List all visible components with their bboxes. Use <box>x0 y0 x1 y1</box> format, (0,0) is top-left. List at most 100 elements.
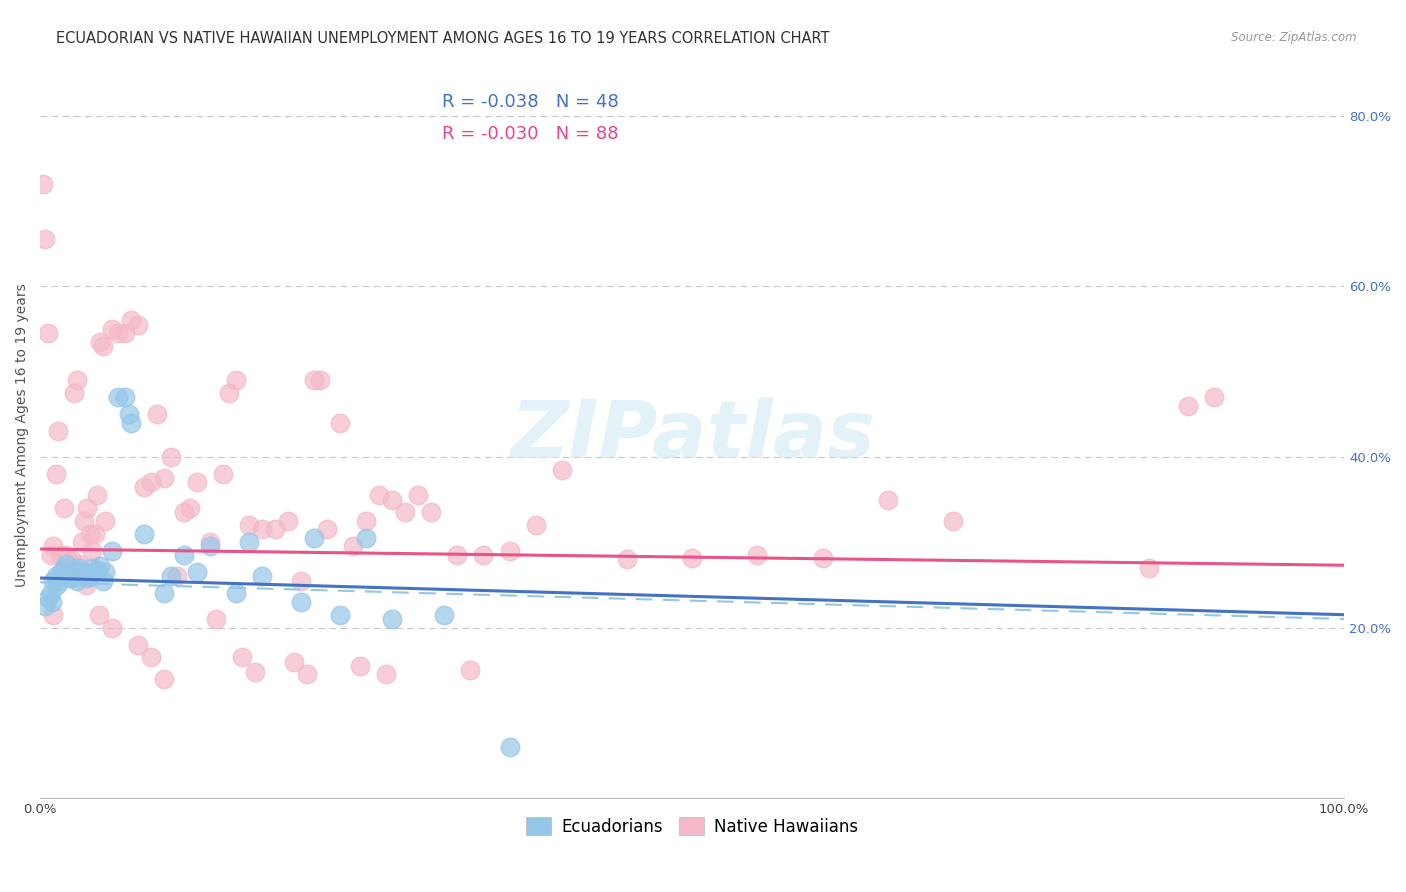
Point <box>65 562 87 576</box>
Point <box>250 569 273 583</box>
Point <box>76 571 98 585</box>
Point <box>166 569 188 583</box>
Point <box>48 425 70 439</box>
Point <box>290 595 312 609</box>
Point <box>73 569 96 583</box>
Point <box>91 574 114 588</box>
Point <box>245 665 267 679</box>
Point <box>225 586 247 600</box>
Point <box>205 612 228 626</box>
Point <box>49 548 72 562</box>
Point <box>114 326 136 341</box>
Point <box>231 650 253 665</box>
Point <box>433 607 456 622</box>
Point <box>277 514 299 528</box>
Point <box>67 561 90 575</box>
Point <box>173 548 195 562</box>
Point <box>60 552 83 566</box>
Point <box>394 505 416 519</box>
Point <box>524 518 547 533</box>
Point <box>329 416 352 430</box>
Point <box>498 739 520 754</box>
Point <box>58 565 80 579</box>
Point <box>354 531 377 545</box>
Point <box>42 574 65 588</box>
Y-axis label: Unemployment Among Ages 16 to 19 years: Unemployment Among Ages 16 to 19 years <box>15 284 30 588</box>
Point <box>153 586 176 600</box>
Point <box>159 450 181 464</box>
Point <box>83 565 105 579</box>
Point <box>420 505 443 519</box>
Point <box>498 543 520 558</box>
Point <box>551 463 574 477</box>
Point <box>45 569 67 583</box>
Point <box>942 514 965 528</box>
Point <box>70 565 93 579</box>
Point <box>297 667 319 681</box>
Point <box>107 390 129 404</box>
Point <box>120 313 142 327</box>
Point <box>146 407 169 421</box>
Point <box>37 591 59 605</box>
Point <box>107 326 129 341</box>
Point <box>302 531 325 545</box>
Text: ECUADORIAN VS NATIVE HAWAIIAN UNEMPLOYMENT AMONG AGES 16 TO 19 YEARS CORRELATION: ECUADORIAN VS NATIVE HAWAIIAN UNEMPLOYME… <box>56 31 830 46</box>
Point <box>179 501 201 516</box>
Point <box>342 540 364 554</box>
Text: ZIPatlas: ZIPatlas <box>509 397 875 475</box>
Point <box>94 565 117 579</box>
Point <box>681 550 703 565</box>
Point <box>89 334 111 349</box>
Point <box>198 535 221 549</box>
Point <box>52 501 75 516</box>
Legend: Ecuadorians, Native Hawaiians: Ecuadorians, Native Hawaiians <box>517 809 866 844</box>
Point <box>114 390 136 404</box>
Point <box>374 667 396 681</box>
Point <box>86 562 108 576</box>
Point <box>1137 561 1160 575</box>
Point <box>49 565 72 579</box>
Point <box>34 232 56 246</box>
Point <box>159 569 181 583</box>
Point <box>82 543 104 558</box>
Point <box>616 552 638 566</box>
Point <box>127 318 149 332</box>
Point <box>876 492 898 507</box>
Point <box>65 574 87 588</box>
Point <box>73 514 96 528</box>
Point <box>139 650 162 665</box>
Point <box>186 565 208 579</box>
Point <box>349 659 371 673</box>
Point <box>211 467 233 481</box>
Point <box>65 373 87 387</box>
Point <box>198 540 221 554</box>
Point <box>186 475 208 490</box>
Point <box>52 561 75 575</box>
Point <box>39 548 62 562</box>
Point <box>238 518 260 533</box>
Point <box>89 559 111 574</box>
Text: R = -0.030   N = 88: R = -0.030 N = 88 <box>441 125 619 144</box>
Point <box>46 578 69 592</box>
Point <box>94 514 117 528</box>
Point <box>134 526 156 541</box>
Point <box>45 467 67 481</box>
Point <box>134 480 156 494</box>
Point <box>153 672 176 686</box>
Point <box>118 407 141 421</box>
Point <box>139 475 162 490</box>
Point <box>67 557 90 571</box>
Point <box>101 543 124 558</box>
Point <box>48 574 70 588</box>
Point <box>101 322 124 336</box>
Point <box>42 540 65 554</box>
Point <box>218 385 240 400</box>
Point <box>127 638 149 652</box>
Point <box>34 599 56 614</box>
Point <box>63 385 86 400</box>
Point <box>173 505 195 519</box>
Point <box>41 595 63 609</box>
Point <box>225 373 247 387</box>
Point <box>354 514 377 528</box>
Point <box>42 607 65 622</box>
